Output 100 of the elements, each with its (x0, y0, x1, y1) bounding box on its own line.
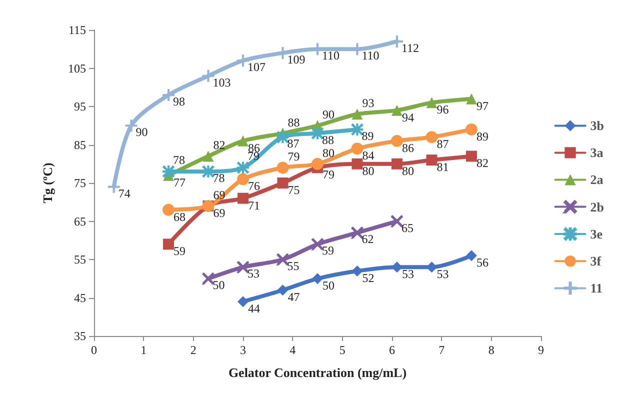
point (238, 135, 248, 146)
point (352, 158, 363, 170)
y-tick-label: 95 (74, 100, 86, 114)
point (125, 120, 138, 132)
point (202, 150, 214, 162)
data-label: 50 (322, 278, 334, 293)
point (390, 35, 403, 48)
data-label: 78 (173, 153, 185, 168)
data-label: 110 (322, 48, 340, 63)
data-label: 109 (287, 52, 306, 66)
y-tick-label: 115 (68, 23, 86, 37)
data-label: 50 (212, 278, 225, 292)
x-tick-label: 5 (339, 343, 346, 357)
point (238, 192, 248, 204)
point (277, 284, 288, 296)
point (237, 54, 249, 67)
point (238, 296, 248, 308)
y-tick-label: 105 (68, 61, 86, 76)
point (466, 93, 477, 104)
y-axis-title: Tg (ºC) (40, 162, 55, 204)
data-label: 89 (476, 129, 488, 144)
data-label: 75 (288, 183, 300, 197)
data-label: 69 (213, 206, 226, 220)
data-label: 87 (436, 137, 449, 152)
point (390, 134, 403, 147)
data-label: 53 (248, 266, 260, 281)
data-label: 62 (362, 232, 374, 246)
point (276, 131, 289, 144)
y-tick-label: 75 (74, 176, 86, 190)
x-tick-label: 1 (140, 343, 147, 357)
data-label: 80 (322, 146, 334, 160)
x-tick-label: 4 (290, 343, 296, 357)
data-label: 110 (362, 48, 380, 63)
data-label: 47 (288, 290, 300, 304)
point (466, 250, 477, 262)
point (163, 238, 174, 250)
data-label: 112 (401, 40, 420, 55)
data-label: 55 (287, 259, 300, 273)
data-label: 76 (248, 179, 260, 194)
point (351, 226, 364, 239)
data-label: 59 (174, 244, 186, 258)
data-label: 80 (402, 164, 414, 178)
data-label: 98 (173, 94, 185, 109)
legend-label: 11 (590, 280, 603, 296)
data-label: 53 (402, 267, 414, 282)
point (202, 70, 214, 82)
legend-label: 3e (590, 226, 603, 242)
point (237, 261, 249, 274)
point (466, 150, 477, 162)
data-label: 68 (174, 210, 186, 224)
point (352, 265, 363, 276)
data-label: 56 (476, 256, 488, 270)
data-label: 77 (174, 175, 186, 190)
point (162, 166, 174, 178)
point (426, 97, 438, 108)
y-tick-label: 65 (74, 214, 86, 228)
data-label: 107 (248, 60, 266, 74)
data-label: 53 (436, 267, 449, 282)
point (162, 204, 174, 216)
data-label: 78 (212, 171, 225, 186)
x-tick-label: 0 (91, 343, 97, 357)
data-label: 82 (476, 156, 488, 170)
point (202, 272, 214, 285)
data-label: 65 (401, 220, 414, 235)
point (277, 178, 288, 188)
point (351, 142, 364, 155)
point (391, 104, 402, 116)
point (352, 108, 363, 120)
data-label: 97 (476, 98, 488, 113)
data-label: 82 (213, 138, 226, 152)
x-tick-label: 7 (438, 343, 445, 357)
data-label: 90 (136, 125, 148, 140)
point (276, 254, 289, 266)
point (312, 238, 324, 250)
data-label: 79 (288, 150, 300, 164)
data-label: 103 (212, 75, 231, 90)
y-tick-label: 45 (74, 290, 86, 305)
point (390, 215, 403, 228)
point (312, 158, 324, 170)
data-label: 88 (322, 132, 334, 147)
legend-label: 3f (590, 254, 602, 269)
data-label: 44 (248, 302, 260, 316)
point (391, 158, 402, 170)
x-tick-label: 8 (488, 343, 494, 357)
point (162, 89, 174, 102)
legend-label: 3a (590, 145, 604, 160)
data-label: 80 (362, 164, 374, 178)
point (276, 162, 289, 174)
data-label: 81 (436, 160, 449, 174)
data-label: 89 (362, 128, 374, 143)
point (426, 154, 438, 166)
legend-label: 2a (590, 172, 604, 188)
data-label: 86 (402, 140, 414, 155)
y-tick-label: 35 (74, 329, 86, 343)
point (237, 173, 249, 186)
point (108, 180, 120, 193)
y-tick-label: 85 (74, 138, 86, 152)
legend-label: 3b (590, 118, 604, 134)
x-tick-label: 2 (190, 343, 196, 357)
data-label: 93 (362, 96, 374, 110)
